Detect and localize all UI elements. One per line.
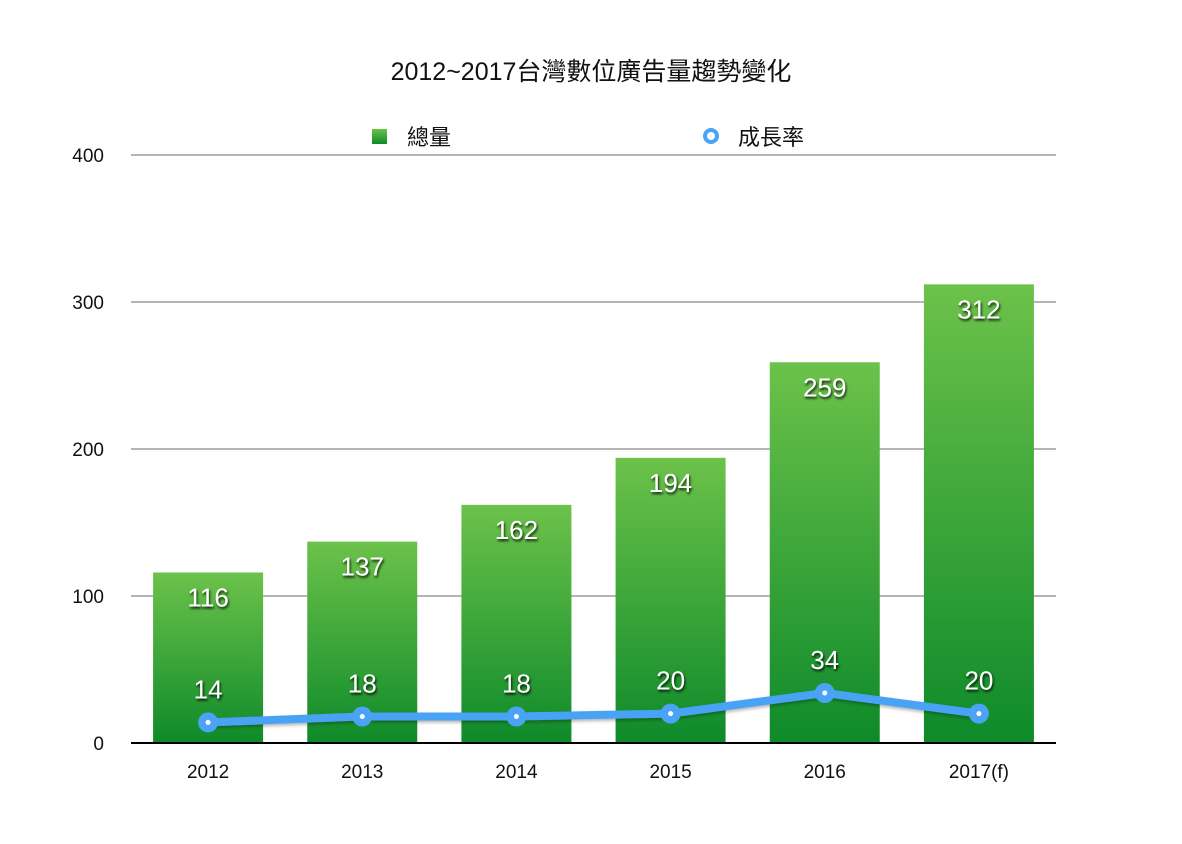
y-tick-label: 400 <box>72 146 104 167</box>
legend: 總量 成長率 <box>372 125 804 150</box>
bar-value-label: 312 <box>957 294 1000 324</box>
bar <box>615 457 726 743</box>
x-axis-ticks: 2012 2013 2014 2015 2016 2017(f) <box>187 762 1009 783</box>
x-tick-label: 2014 <box>495 762 538 783</box>
bar <box>923 284 1034 743</box>
bar <box>461 504 572 743</box>
y-axis-ticks: 0 100 200 300 400 <box>72 146 104 755</box>
y-tick-label: 300 <box>72 293 104 314</box>
growth-value-label: 14 <box>194 674 223 704</box>
x-tick-label: 2016 <box>804 762 846 783</box>
chart-title: 2012~2017台灣數位廣告量趨勢變化 <box>391 58 792 86</box>
growth-point-center <box>359 714 365 720</box>
growth-point-center <box>205 719 211 725</box>
bar-value-label: 116 <box>187 582 228 612</box>
growth-point-center <box>513 714 519 720</box>
growth-value-label: 34 <box>810 645 839 675</box>
bar-value-label: 194 <box>649 468 692 498</box>
legend-swatch-line <box>703 128 719 144</box>
growth-point-center <box>668 711 674 717</box>
bar <box>769 362 880 743</box>
bars <box>153 284 1034 743</box>
x-tick-label: 2013 <box>341 762 383 783</box>
growth-labels: 14 18 18 20 34 20 <box>194 645 994 704</box>
bar-value-label: 137 <box>341 552 384 582</box>
x-tick-label: 2015 <box>649 762 691 783</box>
bar-value-label: 162 <box>495 515 538 545</box>
legend-label-growth: 成長率 <box>738 125 804 150</box>
y-tick-label: 0 <box>93 734 104 755</box>
growth-point-center <box>822 690 828 696</box>
x-tick-label: 2017(f) <box>949 762 1009 783</box>
bar-value-label: 259 <box>803 372 846 402</box>
growth-value-label: 18 <box>502 669 531 699</box>
gridlines <box>131 154 1056 597</box>
legend-label-total: 總量 <box>407 125 451 150</box>
growth-point-center <box>976 711 982 717</box>
growth-line <box>198 683 989 733</box>
x-tick-label: 2012 <box>187 762 229 783</box>
growth-line-path <box>207 689 980 727</box>
growth-value-label: 20 <box>656 666 685 696</box>
bar-labels: 116 137 162 194 259 312 <box>187 294 1000 612</box>
growth-value-label: 20 <box>964 666 993 696</box>
y-tick-label: 200 <box>72 440 104 461</box>
y-tick-label: 100 <box>72 587 104 608</box>
growth-value-label: 18 <box>348 669 377 699</box>
legend-swatch-bar <box>372 129 387 144</box>
